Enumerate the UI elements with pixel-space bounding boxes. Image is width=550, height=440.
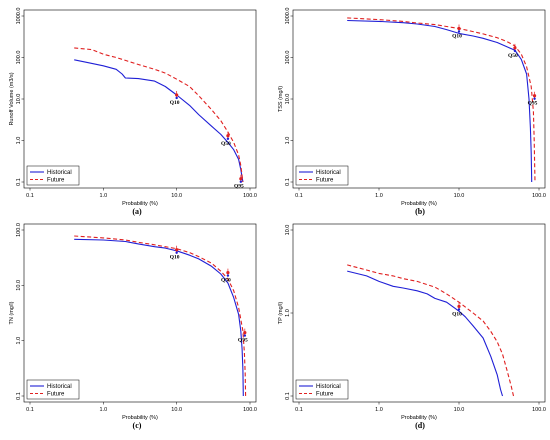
panel-caption: (a): [132, 207, 142, 216]
plot-frame: [292, 9, 546, 189]
chart-panel-4: 0.1 1.0 10.0 100.0 0.1 1.0 10.0 Probability (%)…: [278, 223, 546, 430]
y-axis-label: Runoff Volume (m3/s): [9, 72, 15, 125]
series-line-historical: [347, 270, 504, 397]
y-tick-label: 0.1: [16, 178, 22, 186]
quantile-marker-historical: [226, 137, 230, 140]
legend: Historical Future: [26, 165, 80, 186]
quantile-label: Q10: [452, 33, 462, 39]
series-line-historical: [347, 19, 533, 183]
panel-caption: (d): [415, 421, 425, 430]
series-line-historical: [74, 238, 244, 397]
x-tick-label: 100.0: [532, 407, 546, 413]
chart-panel-2: 0.1 1.0 10.0 100.0 0.1 1.0 10.0 100.0 1000.0 Prob…: [278, 8, 546, 216]
y-tick-label: 0.1: [285, 178, 291, 186]
quantile-marker-historical: [239, 180, 243, 183]
x-axis-label: Probability (%): [122, 415, 158, 421]
quantile-label: Q95: [528, 101, 538, 107]
y-tick-label: 10.0: [16, 280, 22, 291]
series-line-future: [74, 47, 244, 183]
x-tick-label: 100.0: [532, 193, 546, 199]
chart-panel-3: 0.1 1.0 10.0 100.0 0.1 1.0 10.0 100.0 Probabilit…: [9, 223, 257, 430]
y-tick-label: 1.0: [285, 309, 291, 317]
legend-label-historical: Historical: [47, 384, 72, 390]
legend-label-future: Future: [316, 392, 334, 398]
y-tick-label: 100.0: [285, 51, 291, 65]
x-tick-label: 1.0: [100, 193, 108, 199]
quantile-marker-historical: [533, 97, 536, 100]
legend-label-historical: Historical: [47, 170, 72, 176]
y-axis-label: TSS (mg/l): [278, 86, 284, 112]
legend-box: [295, 165, 349, 186]
x-tick-label: 10.0: [454, 193, 465, 199]
x-axis-label: Probability (%): [401, 415, 437, 421]
x-tick-label: 1.0: [100, 407, 108, 413]
chart-panel-1: 0.1 1.0 10.0 100.0 0.1 1.0 10.0 100.0 1000.0 Prob…: [9, 8, 257, 216]
y-tick-label: 1000.0: [16, 8, 22, 25]
plot-frame: [292, 223, 546, 403]
x-tick-label: 0.1: [26, 407, 34, 413]
quantile-marker-historical: [175, 251, 178, 254]
legend: Historical Future: [26, 379, 80, 400]
y-tick-label: 100.0: [16, 223, 22, 237]
y-tick-label: 0.1: [285, 392, 291, 400]
legend: Historical Future: [295, 379, 349, 400]
quantile-label: Q10: [170, 255, 180, 261]
x-tick-label: 10.0: [171, 193, 182, 199]
quantile-marker-historical: [513, 49, 517, 53]
legend: Historical Future: [295, 165, 349, 186]
x-tick-label: 0.1: [26, 193, 34, 199]
plot-frame: [23, 9, 257, 189]
y-axis-label: TP (mg/l): [278, 302, 284, 325]
quantile-label: Q50: [221, 278, 231, 284]
quantile-marker-historical: [457, 308, 461, 311]
x-axis-label: Probability (%): [122, 201, 158, 207]
y-tick-label: 1.0: [285, 137, 291, 145]
legend-box: [26, 165, 80, 186]
y-tick-label: 1000.0: [285, 8, 291, 25]
legend-label-historical: Historical: [316, 384, 341, 390]
legend-label-future: Future: [47, 178, 65, 184]
series-line-future: [347, 17, 536, 183]
quantile-marker-historical: [243, 334, 247, 337]
plot-frame: [23, 223, 257, 403]
y-tick-label: 10.0: [285, 225, 291, 236]
x-tick-label: 10.0: [454, 407, 465, 413]
quantile-marker-historical: [457, 30, 461, 33]
quantile-label: Q50: [508, 53, 518, 59]
x-tick-label: 0.1: [295, 193, 303, 199]
series-line-future: [74, 235, 247, 397]
legend-label-future: Future: [316, 178, 334, 184]
legend-label-historical: Historical: [316, 170, 341, 176]
x-tick-label: 100.0: [243, 193, 257, 199]
quantile-label: Q95: [238, 338, 248, 344]
panel-caption: (b): [415, 207, 425, 216]
quantile-label: Q10: [452, 311, 462, 317]
y-tick-label: 1.0: [16, 137, 22, 145]
series-line-historical: [74, 59, 244, 183]
x-tick-label: 100.0: [243, 407, 257, 413]
quantile-marker-historical: [175, 96, 178, 100]
quantile-label: Q95: [234, 184, 244, 190]
x-tick-label: 0.1: [295, 407, 303, 413]
y-tick-label: 10.0: [285, 94, 291, 105]
y-axis-label: TN (mg/l): [9, 301, 15, 324]
x-tick-label: 1.0: [375, 193, 383, 199]
legend-box: [295, 379, 349, 400]
legend-label-future: Future: [47, 392, 65, 398]
x-tick-label: 1.0: [375, 407, 383, 413]
y-tick-label: 0.1: [16, 392, 22, 400]
quantile-label: Q50: [221, 141, 231, 147]
panel-caption: (c): [133, 421, 142, 430]
y-tick-label: 100.0: [16, 51, 22, 65]
x-tick-label: 10.0: [171, 407, 182, 413]
quantile-label: Q10: [170, 100, 180, 106]
legend-box: [26, 379, 80, 400]
y-tick-label: 10.0: [16, 94, 22, 105]
x-axis-label: Probability (%): [401, 201, 437, 207]
y-tick-label: 1.0: [16, 337, 22, 345]
quantile-marker-historical: [226, 274, 230, 277]
series-line-future: [347, 264, 515, 397]
